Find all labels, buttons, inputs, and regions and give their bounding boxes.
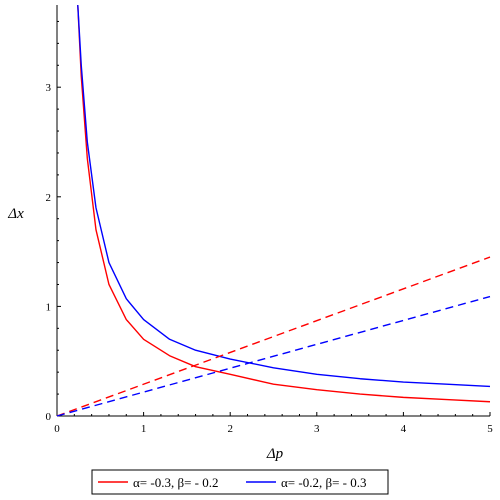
y-axis-label: Δx xyxy=(7,206,24,222)
y-tick-label: 0 xyxy=(46,411,52,423)
axes: 0 1 2 3 4 5 0 1 2 3 xyxy=(46,5,493,435)
legend-box xyxy=(91,469,389,495)
x-tick-label: 4 xyxy=(401,423,407,435)
y-tick-label: 3 xyxy=(46,82,52,94)
x-tick-label: 1 xyxy=(141,423,147,435)
series-blue-dashed-line xyxy=(56,295,491,417)
series-blue-curve xyxy=(77,4,491,388)
x-tick-label: 5 xyxy=(487,423,493,435)
legend: α= -0.3, β= - 0.2 α= -0.2, β= - 0.3 xyxy=(91,469,389,495)
y-tick-label: 2 xyxy=(46,192,52,204)
legend-label-blue: α= -0.2, β= - 0.3 xyxy=(281,475,367,490)
x-tick-label: 2 xyxy=(227,423,233,435)
series-group xyxy=(56,4,491,417)
series-red-curve xyxy=(77,4,491,403)
series-red-dashed-line xyxy=(56,256,491,417)
x-tick-label: 3 xyxy=(314,423,320,435)
x-axis-label: Δp xyxy=(266,446,284,462)
legend-label-red: α= -0.3, β= - 0.2 xyxy=(133,475,219,490)
y-tick-label: 1 xyxy=(46,301,52,313)
x-tick-label: 0 xyxy=(54,423,60,435)
